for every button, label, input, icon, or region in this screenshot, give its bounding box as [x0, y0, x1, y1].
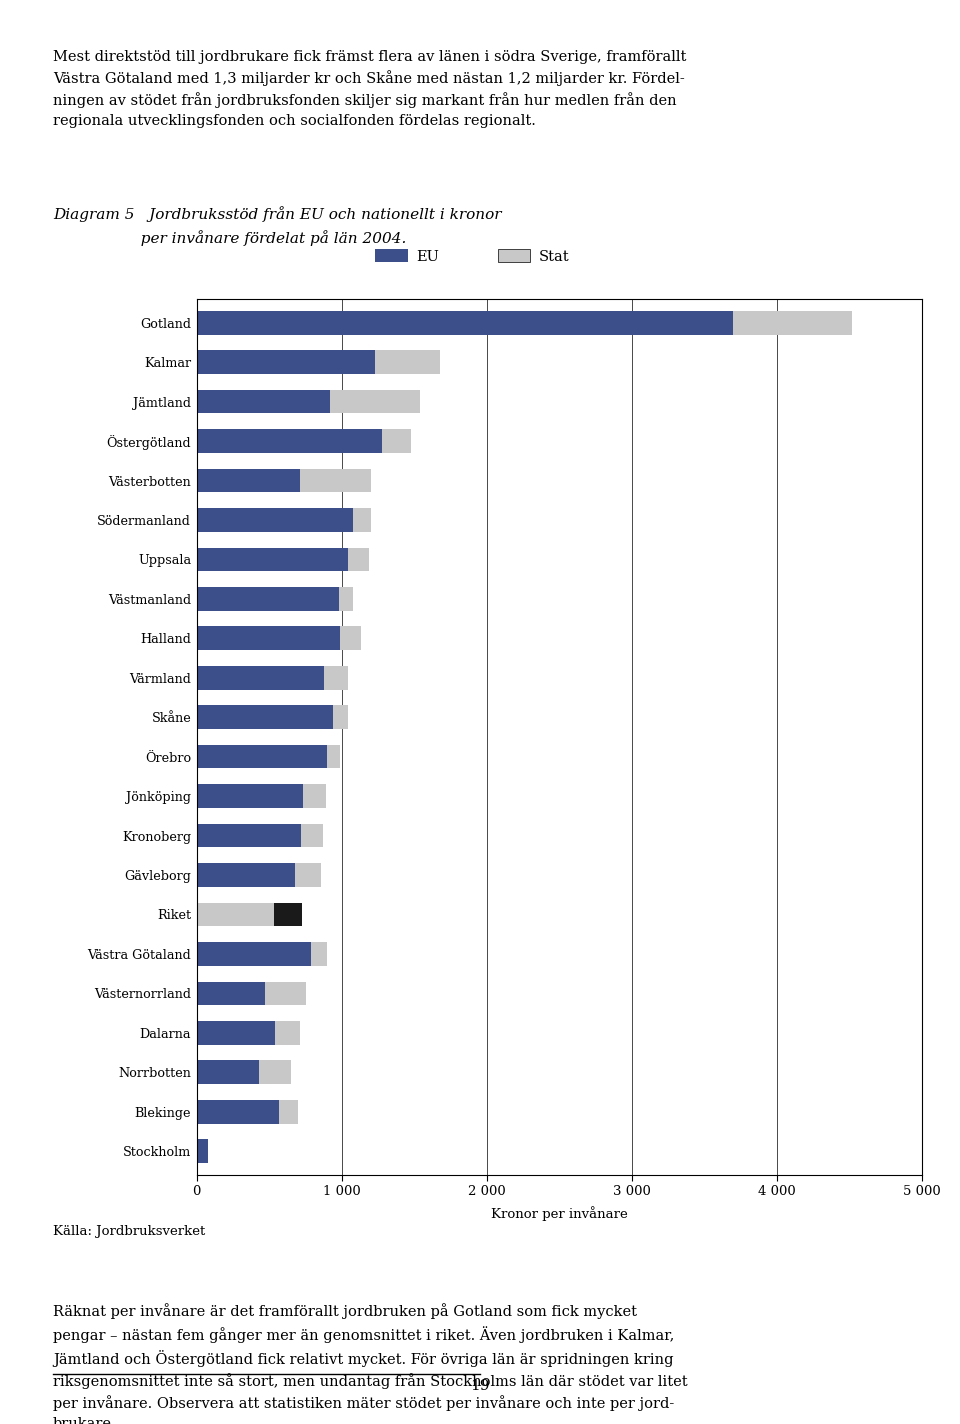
- Bar: [348, 548, 370, 571]
- Bar: [327, 745, 340, 769]
- Bar: [276, 1021, 300, 1045]
- Text: Diagram 5   Jordbruksstöd från EU och nationellt i kronor
                  per : Diagram 5 Jordbruksstöd från EU och nati…: [53, 206, 501, 246]
- Bar: [197, 429, 382, 453]
- Bar: [197, 745, 327, 769]
- Bar: [375, 350, 441, 375]
- Bar: [274, 903, 301, 926]
- Bar: [259, 1061, 291, 1084]
- Bar: [265, 981, 306, 1005]
- Bar: [197, 1099, 279, 1124]
- Bar: [197, 390, 330, 413]
- Bar: [300, 468, 371, 493]
- Bar: [197, 627, 340, 651]
- Bar: [197, 823, 301, 847]
- Bar: [339, 587, 352, 611]
- Bar: [296, 863, 322, 887]
- Text: Mest direktstöd till jordbrukare fick främst flera av länen i södra Sverige, fra: Mest direktstöd till jordbrukare fick fr…: [53, 50, 686, 128]
- Bar: [733, 310, 852, 335]
- Bar: [197, 310, 733, 335]
- Bar: [311, 943, 327, 965]
- Bar: [382, 429, 411, 453]
- Bar: [197, 785, 302, 807]
- Bar: [302, 785, 325, 807]
- Text: Källa: Jordbruksverket: Källa: Jordbruksverket: [53, 1225, 205, 1237]
- Bar: [197, 943, 311, 965]
- Legend: EU, Stat: EU, Stat: [370, 244, 575, 269]
- Bar: [301, 823, 323, 847]
- Bar: [197, 508, 353, 531]
- Bar: [197, 903, 274, 926]
- Bar: [330, 390, 420, 413]
- Bar: [197, 548, 348, 571]
- Bar: [197, 587, 339, 611]
- Text: Räknat per invånare är det framförallt jordbruken på Gotland som fick mycket
pen: Räknat per invånare är det framförallt j…: [53, 1303, 687, 1424]
- Bar: [197, 705, 333, 729]
- Bar: [353, 508, 372, 531]
- X-axis label: Kronor per invånare: Kronor per invånare: [491, 1206, 628, 1222]
- Bar: [197, 981, 265, 1005]
- Bar: [197, 1139, 207, 1163]
- Bar: [197, 468, 300, 493]
- Bar: [197, 1021, 276, 1045]
- Bar: [197, 350, 375, 375]
- Bar: [197, 666, 324, 689]
- Bar: [333, 705, 348, 729]
- Text: 19: 19: [470, 1378, 490, 1393]
- Bar: [279, 1099, 299, 1124]
- Bar: [197, 1061, 259, 1084]
- Bar: [197, 863, 296, 887]
- Bar: [324, 666, 348, 689]
- Bar: [340, 627, 361, 651]
